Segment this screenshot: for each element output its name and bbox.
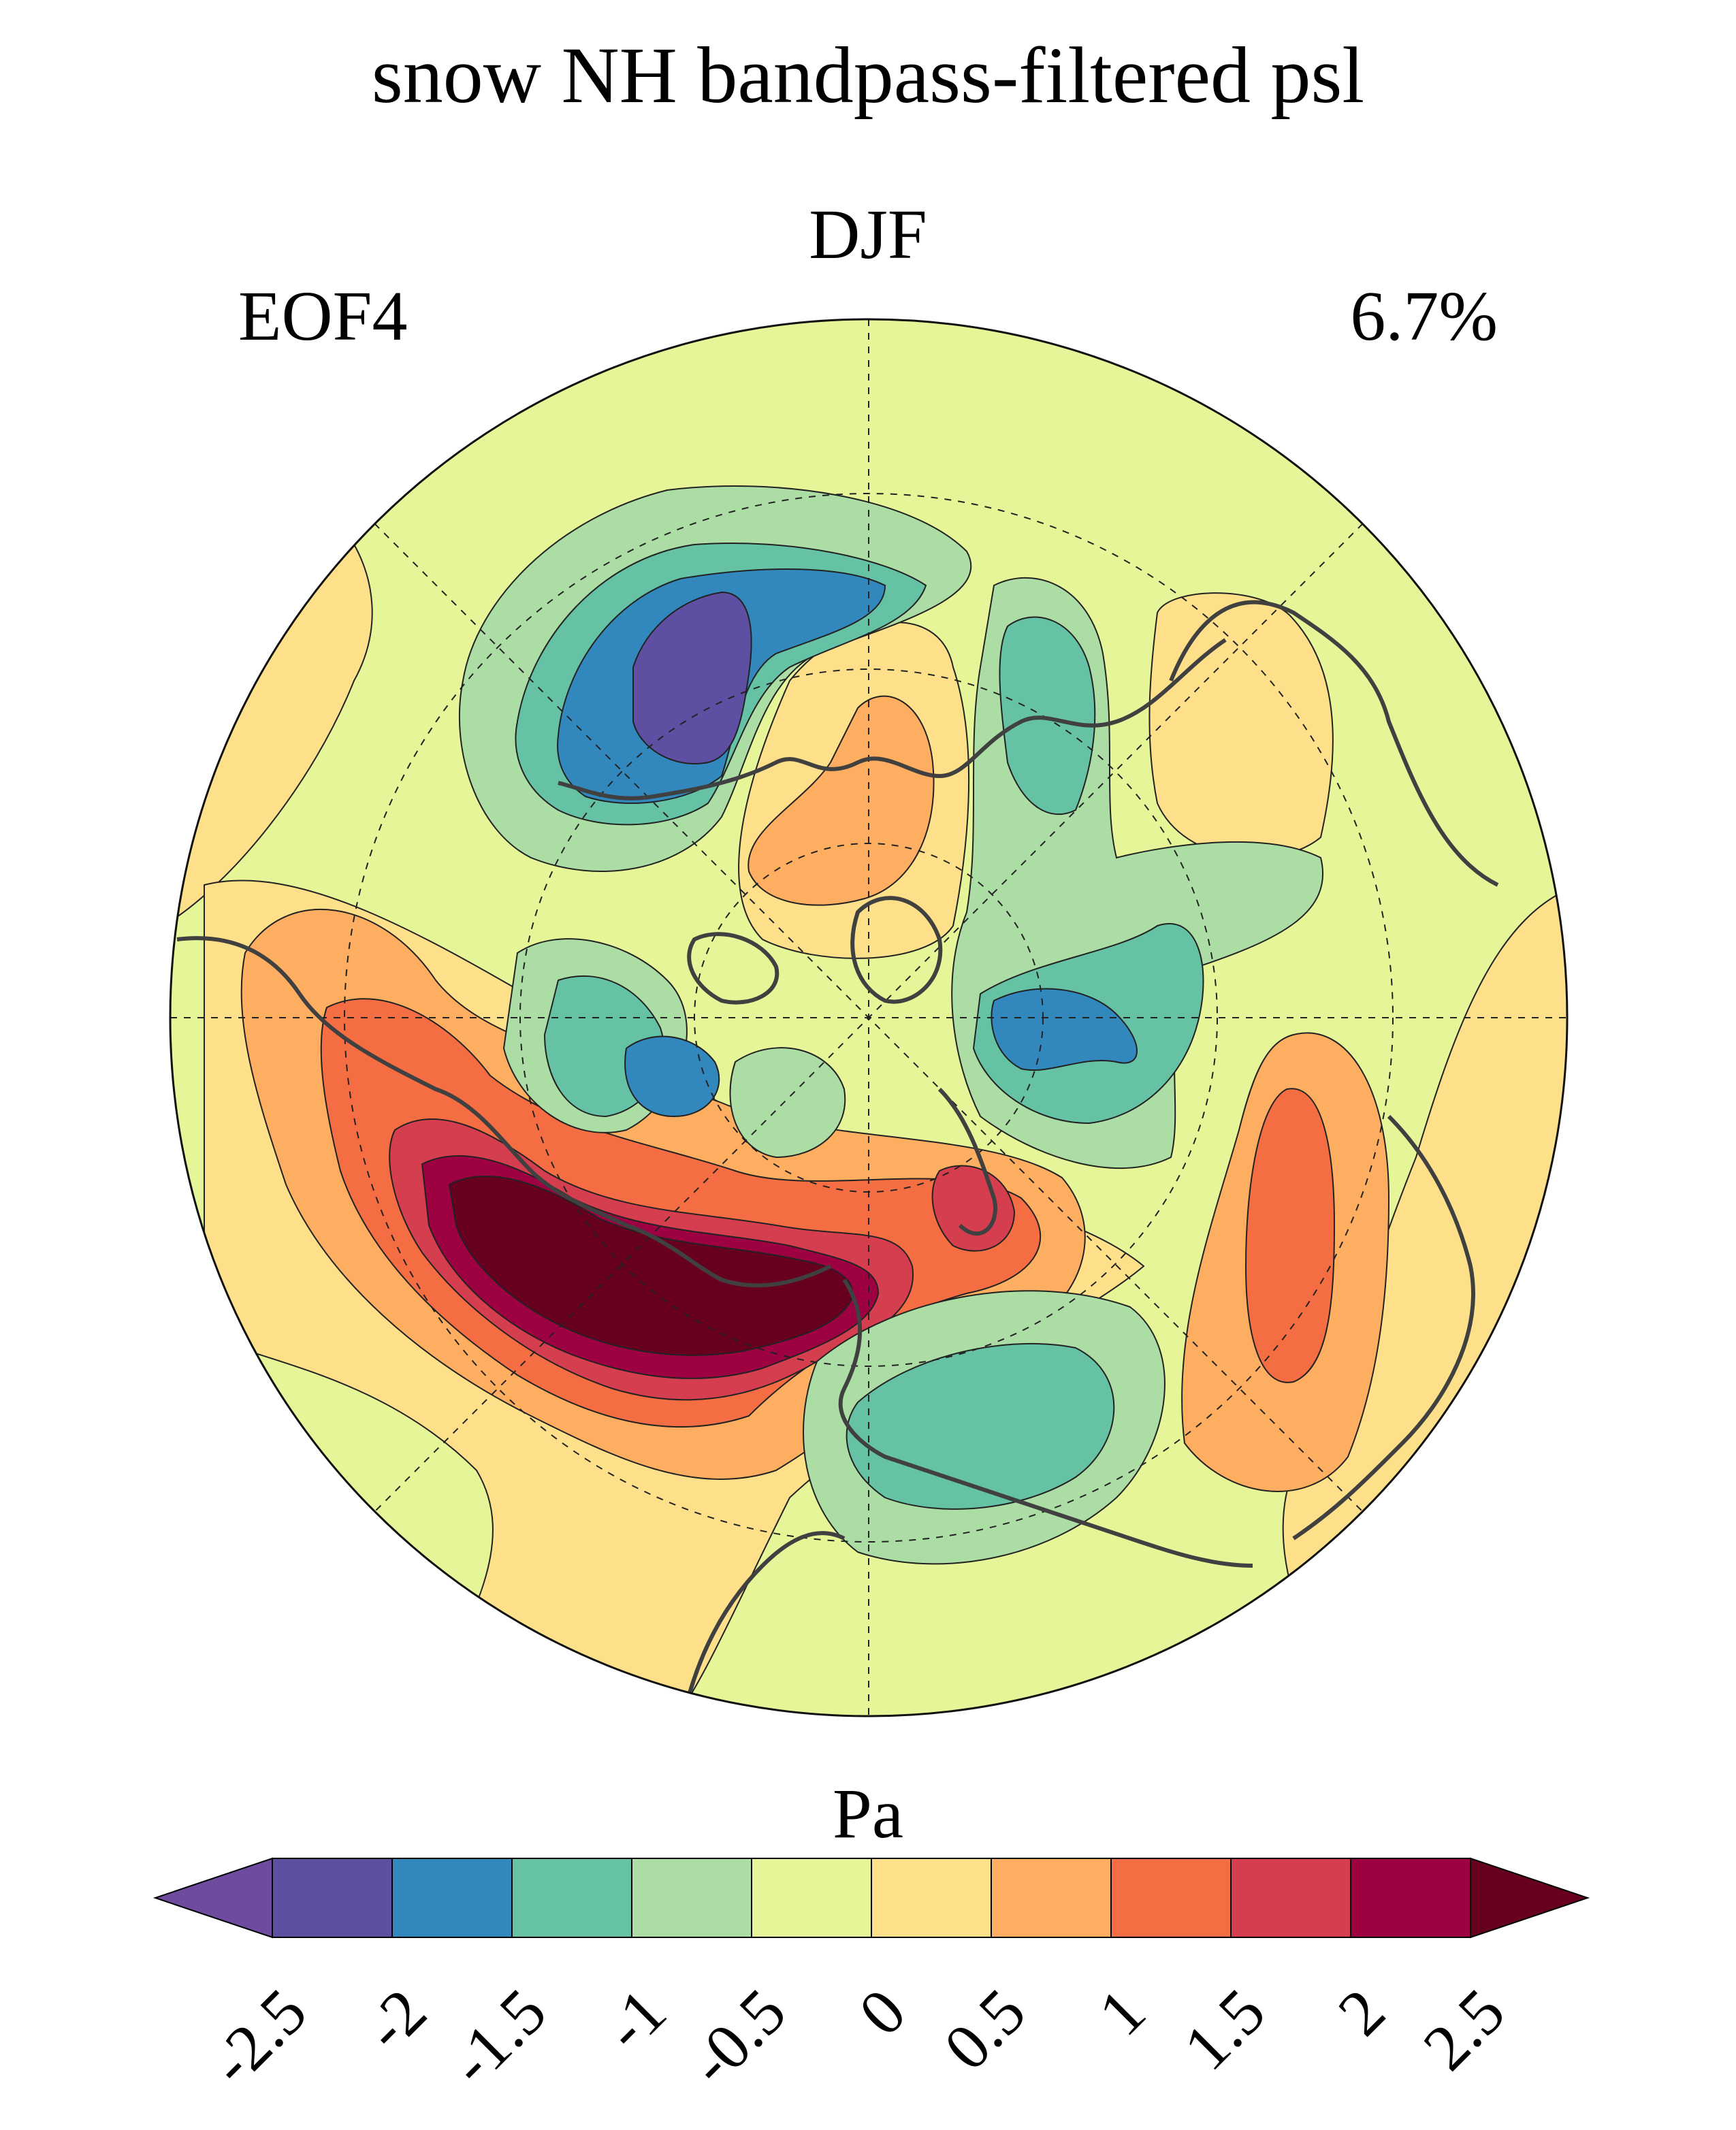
colorbar-swatch xyxy=(991,1858,1112,1938)
colorbar-swatch xyxy=(272,1858,393,1938)
coastline-arctic-islands xyxy=(687,932,779,1005)
colorbar-tick-label: -1.5 xyxy=(435,1975,560,2099)
colorbar-units: Pa xyxy=(833,1775,903,1853)
contour-band-neg-2 xyxy=(991,988,1138,1071)
colorbar-tick-label: 2 xyxy=(1324,1975,1399,2050)
colorbar-tick-label: -2.5 xyxy=(195,1975,320,2099)
contour-band-neg-0 xyxy=(729,1047,846,1159)
contour-band-pos-5 xyxy=(448,1176,853,1356)
colorbar-tick-label: -2 xyxy=(350,1975,440,2065)
coastline-asia-east xyxy=(1292,1114,1475,1540)
colorbar-swatch xyxy=(391,1858,513,1938)
colorbar-swatch xyxy=(1230,1858,1351,1938)
meridian-line xyxy=(374,523,1364,1513)
colorbar-tick-label: 1.5 xyxy=(1170,1975,1279,2084)
colorbar-swatch xyxy=(751,1858,872,1938)
colorbar-ticks: -2.5 -2-1.5 -1-0.5 0 0.5 1 1.5 2 2.5 xyxy=(195,1975,1518,2099)
eof-label: EOF4 xyxy=(238,277,408,355)
latitude-circle xyxy=(519,668,1218,1367)
colorbar-tick-label: -0.5 xyxy=(675,1975,799,2099)
coastline-north-america xyxy=(558,638,1227,801)
contour-band-neg-3 xyxy=(632,591,752,764)
colorbar-tick-label: 1 xyxy=(1084,1975,1159,2050)
contour-band-pos-0 xyxy=(1148,592,1334,858)
colorbar-swatch xyxy=(631,1858,752,1938)
colorbar-swatch xyxy=(511,1858,632,1938)
colorbar-tick-label: -1 xyxy=(590,1975,679,2065)
colorbar-swatch xyxy=(1350,1858,1471,1938)
coastline-africa xyxy=(679,1531,846,1716)
contour-band-pos-1 xyxy=(748,695,935,906)
contour-band-neg-1 xyxy=(999,616,1096,816)
colorbar-extend-max xyxy=(1470,1857,1590,1939)
coastline-north-america xyxy=(1169,600,1499,887)
graticule xyxy=(170,319,1567,1716)
contour-band-neg-2 xyxy=(624,1035,720,1118)
map-boundary xyxy=(169,318,1569,1717)
coastline-eurasia xyxy=(176,936,832,1288)
coastline-greenland xyxy=(850,896,943,1004)
colorbar-swatch xyxy=(1110,1858,1232,1938)
coastline-eurasia xyxy=(838,1278,1253,1568)
colorbar-tick-label: 2.5 xyxy=(1409,1975,1519,2084)
season-label: DJF xyxy=(809,195,927,274)
latitude-circle xyxy=(344,493,1394,1543)
polar-map xyxy=(170,319,1567,1716)
colorbar-tick-label: 0.5 xyxy=(930,1975,1040,2084)
colorbar xyxy=(152,1857,1590,1939)
figure-title: snow NH bandpass-filtered psl xyxy=(371,31,1365,120)
contour-band-pos-2 xyxy=(1244,1088,1336,1383)
variance-label: 6.7% xyxy=(1350,277,1498,355)
colorbar-swatch xyxy=(871,1858,992,1938)
coastline-scandinavia xyxy=(937,1087,997,1236)
colorbar-tick-label: 0 xyxy=(845,1975,920,2050)
colorbar-extend-min xyxy=(152,1857,273,1939)
coastlines xyxy=(176,600,1499,1716)
